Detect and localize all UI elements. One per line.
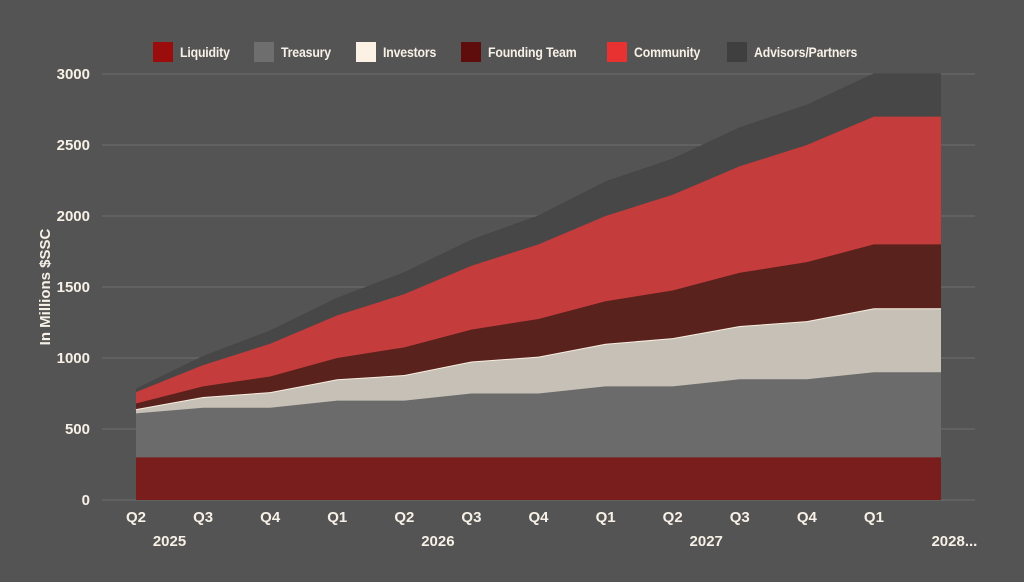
legend-label: Treasury [281, 44, 332, 60]
x-tick-label: Q4 [528, 509, 549, 526]
legend-label: Liquidity [179, 44, 230, 60]
y-tick-label: 3000 [57, 66, 90, 83]
legend-swatch [461, 42, 482, 62]
area-edge [135, 73, 941, 390]
area-investors [136, 308, 941, 414]
chart-legend: Liquidity Treasury Investors Founding Team C… [0, 42, 1024, 62]
legend-swatch [606, 42, 627, 62]
area-advisors-partners [136, 74, 941, 393]
legend-item[interactable]: Investors [355, 42, 443, 62]
legend-item[interactable]: Liquidity [152, 42, 237, 62]
y-tick-label: 1500 [57, 279, 90, 296]
legend-swatch [355, 42, 376, 62]
x-tick-label: Q2 [394, 509, 414, 526]
legend-label: Founding Team [488, 44, 577, 60]
x-tick-label: Q4 [797, 509, 818, 526]
x-year-label: 2025 [153, 533, 186, 550]
area-liquidity [136, 457, 941, 500]
x-tick-label: Q1 [596, 509, 616, 526]
y-tick-label: 2500 [57, 137, 90, 154]
x-year-label: 2027 [690, 533, 723, 550]
area-community [136, 116, 941, 404]
x-tick-label: Q3 [730, 509, 750, 526]
y-tick-label: 1000 [57, 350, 90, 367]
x-tick-label: Q2 [126, 509, 146, 526]
x-year-label: 2026 [421, 533, 454, 550]
x-tick-label: Q3 [193, 509, 213, 526]
area-series [135, 73, 941, 500]
legend-swatch [727, 42, 748, 62]
legend-label: Investors [382, 44, 437, 60]
y-tick-label: 0 [82, 492, 90, 509]
legend-label: Community [633, 44, 701, 60]
y-tick-label: 2000 [57, 208, 90, 225]
x-tick-label: Q2 [663, 509, 683, 526]
x-tick-label: Q4 [260, 509, 281, 526]
legend-item[interactable]: Advisors/Partners [727, 42, 871, 62]
legend-item[interactable]: Community [606, 42, 709, 62]
legend-swatch [254, 42, 275, 62]
y-axis-label: In Millions $SSC [37, 228, 54, 345]
x-tick-label: Q1 [864, 509, 884, 526]
legend-item[interactable]: Treasury [254, 42, 338, 62]
area-treasury [136, 372, 941, 458]
area-founding-team [136, 244, 941, 410]
x-tick-label: Q1 [327, 509, 347, 526]
x-axis-ticks: Q2 Q3 Q4 Q1 Q2 Q3 Q4 Q1 Q2 Q3 Q4 Q1 2025 2026 2027 2028… [126, 509, 977, 550]
y-tick-label: 500 [65, 421, 90, 438]
legend-item[interactable]: Founding Team [461, 42, 589, 62]
x-tick-label: Q3 [461, 509, 481, 526]
legend-label: Advisors/Partners [754, 44, 858, 60]
y-axis-ticks: 0 500 1000 1500 2000 2500 3000 [57, 66, 90, 509]
legend-swatch [152, 42, 173, 62]
x-year-label: 2028... [931, 533, 977, 550]
